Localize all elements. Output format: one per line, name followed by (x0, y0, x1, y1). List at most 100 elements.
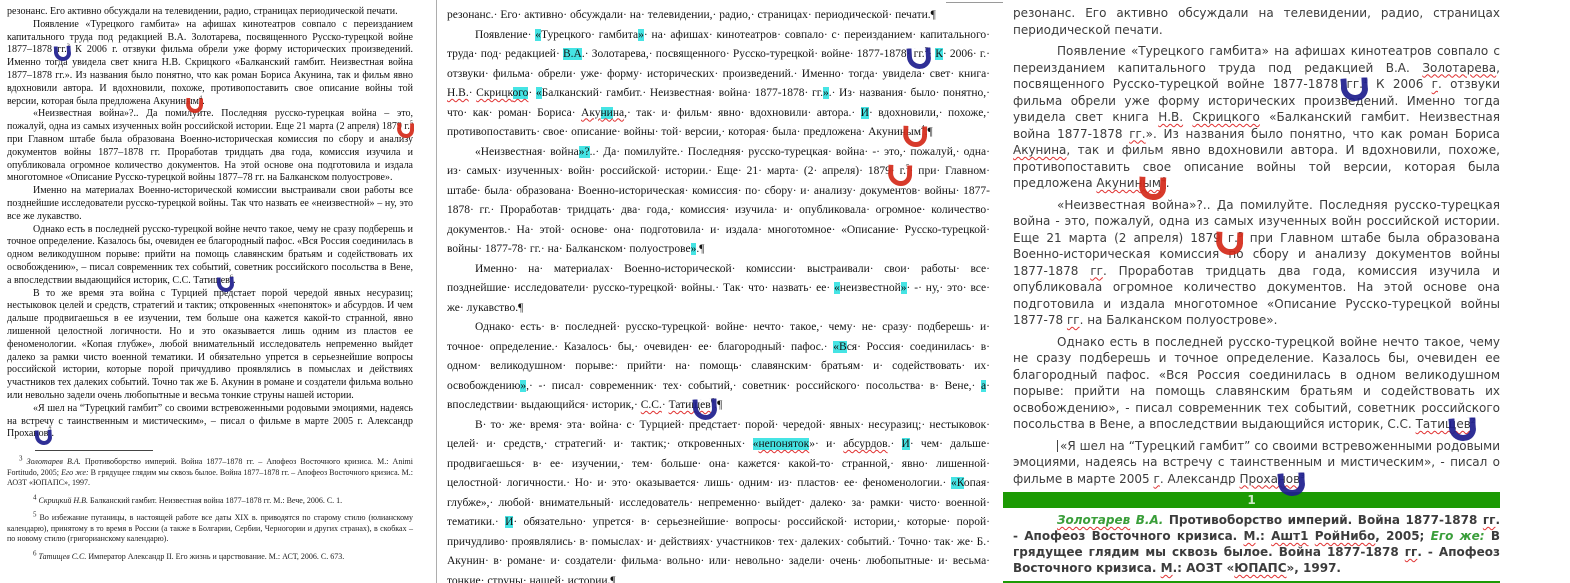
highlight: » (690, 243, 697, 255)
paragraph: Появление· «Турецкого· гамбита»· на· афи… (447, 26, 990, 148)
footnote-number: 3 (924, 46, 929, 55)
spellcheck-underline: М (1243, 529, 1256, 543)
footnote-ref: 4 (185, 94, 204, 113)
endnotes-block: 1 Золотарев В.А. Противоборство империй. … (1003, 492, 1500, 583)
spellcheck-underline: РойНибо (1314, 529, 1376, 543)
panel-markup-page: резонанс.· Его· активно· обсуждали· на· … (436, 0, 1003, 583)
footnote-ref: 5 (1215, 230, 1244, 255)
footnote-ref: 3 (906, 46, 932, 70)
highlight: В.А (562, 48, 582, 60)
footnote-number: 5 (33, 510, 37, 519)
spellcheck-underline: г (1153, 471, 1160, 486)
spellcheck-underline: Акунина (581, 106, 625, 119)
spellcheck-underline: абсурдов (843, 438, 888, 450)
footnote-ref: 2 (1448, 416, 1477, 442)
highlight: « (834, 282, 840, 294)
paragraph: «Неизвестная· война»?..· Да· помилуйте.·… (447, 145, 990, 255)
highlight: И (901, 438, 910, 450)
footnote-number: 3 (1300, 470, 1305, 480)
author-link[interactable]: Золотарев В.А. (1057, 513, 1164, 527)
footnote-ref: 3 (1277, 470, 1306, 497)
highlight: И (860, 106, 869, 119)
author-link[interactable]: Его же: (1430, 529, 1485, 543)
footnote-ref: 5 (396, 119, 415, 139)
spellcheck-underline: непоняток (758, 438, 810, 450)
footnote-number: 4 (1160, 175, 1166, 184)
footnote-number: 3 (19, 454, 23, 463)
highlight: » (520, 379, 527, 392)
spellcheck-underline: Скрицкого (1192, 110, 1260, 124)
footnote-ref: 1 (1340, 76, 1369, 102)
highlight: И (505, 516, 514, 528)
spellcheck-underline: Татищев (668, 399, 711, 411)
endnote-separator-band: 1 (1003, 492, 1500, 508)
spellcheck-underline: М (1160, 561, 1173, 575)
panel-retyped-page: резонанс. Его активно обсуждали на телев… (1003, 0, 1500, 583)
footnote-number: 5 (409, 119, 413, 127)
footnote-number: 6 (33, 548, 37, 557)
endnote-text: Золотарев В.А. Противоборство империй. В… (1013, 513, 1500, 575)
footnote-ref: 4 (902, 124, 928, 148)
footnote-ref: 6 (216, 273, 235, 293)
footnote-number: 5 (905, 163, 910, 172)
highlight: » (900, 282, 907, 294)
spellcheck-underline: г (1431, 77, 1438, 91)
paragraph: Именно на материалах Военно-исторической… (7, 185, 413, 222)
paragraph: В· то· же· время· эта· война· с· Турцией… (447, 418, 991, 583)
footnote-number: 1 (1362, 76, 1368, 85)
spellcheck-underline: Н.В. (1158, 110, 1184, 124)
spellcheck-underline: гг (1066, 313, 1080, 327)
footnote-number: 4 (921, 124, 925, 133)
highlight: « (535, 87, 542, 99)
spellcheck-underline: Золотарев (1057, 513, 1131, 527)
highlight: « (535, 28, 542, 41)
footnote-number: 4 (33, 492, 37, 501)
highlight: » (638, 28, 644, 41)
spellcheck-underline: Скрицкого (476, 87, 529, 99)
paragraph: резонанс.· Его· активно· обсуждали· на· … (447, 9, 936, 21)
author-name: Татищев С.С. (38, 551, 87, 561)
highlight: ого (512, 87, 529, 99)
footnote-ref: 4 (1138, 175, 1167, 201)
highlight: «К (951, 477, 964, 489)
spellcheck-underline: Акунина (1013, 143, 1067, 157)
footnote-number: 4 (199, 94, 203, 102)
paragraph: Однако есть в последней русско-турецкой … (7, 224, 413, 293)
footnote: 4 Скрицкий Н.В. Балканский гамбит. Неизв… (33, 492, 343, 505)
footnote-ref: 3 (53, 43, 72, 62)
footnotes-block: 3 Золотарев В.А. Противоборство империй.… (7, 454, 413, 562)
footnote-separator-line (35, 450, 153, 452)
paragraph: «Я шел на “Турецкий гамбит” со своими вс… (7, 403, 413, 446)
spellcheck-underline: гг (1482, 513, 1496, 527)
spellcheck-underline: Ашт1 (1271, 529, 1309, 543)
spellcheck-underline: гг. (1129, 126, 1146, 141)
spellcheck-underline: Акуниным (1096, 176, 1161, 190)
highlight: » (823, 87, 829, 99)
original-body-text: резонанс. Его активно обсуждали на телев… (7, 6, 415, 446)
highlight: К (935, 48, 943, 60)
endnote-number: 1 (1247, 493, 1256, 507)
paragraph: «Неизвестная война»?.. Да помилуйте. Пос… (1013, 197, 1500, 328)
markup-body-text: резонанс.· Его· активно· обсуждали· на· … (447, 6, 990, 583)
spellcheck-underline: С.С. (640, 399, 662, 411)
author-name: Золотарев В.А. (26, 457, 81, 467)
footnote-number: 7 (48, 426, 52, 434)
footnote-ref: 5 (887, 163, 913, 187)
spellcheck-underline: гг (1404, 545, 1418, 559)
highlight: «непоняток (752, 438, 810, 450)
panel-original-page: резонанс. Его активно обсуждали на телев… (0, 0, 435, 583)
spellcheck-underline: Татищев (1415, 417, 1471, 431)
spellcheck-underline: Золотарева (1422, 60, 1497, 75)
footnote-number: 2 (1470, 416, 1476, 425)
highlight: ни (600, 106, 613, 119)
footnote: 5 Во избежание путаницы, в настоящей раб… (7, 510, 413, 544)
footnote-number: 6 (229, 273, 233, 281)
page-border-top-line (946, 2, 1003, 3)
author-name: Скрицкий Н.В. (38, 495, 88, 505)
footnote-number: 3 (66, 43, 70, 51)
spellcheck-underline: Проханов (1239, 471, 1301, 486)
paragraph: резонанс. Его активно обсуждали на телев… (7, 6, 398, 17)
paragraph: «Я шел на “Турецкий гамбит” со своими вс… (1013, 438, 1500, 497)
highlight: »? (578, 145, 590, 158)
footnote: 6 Татищев С.С. Император Александр II. Е… (33, 548, 345, 561)
